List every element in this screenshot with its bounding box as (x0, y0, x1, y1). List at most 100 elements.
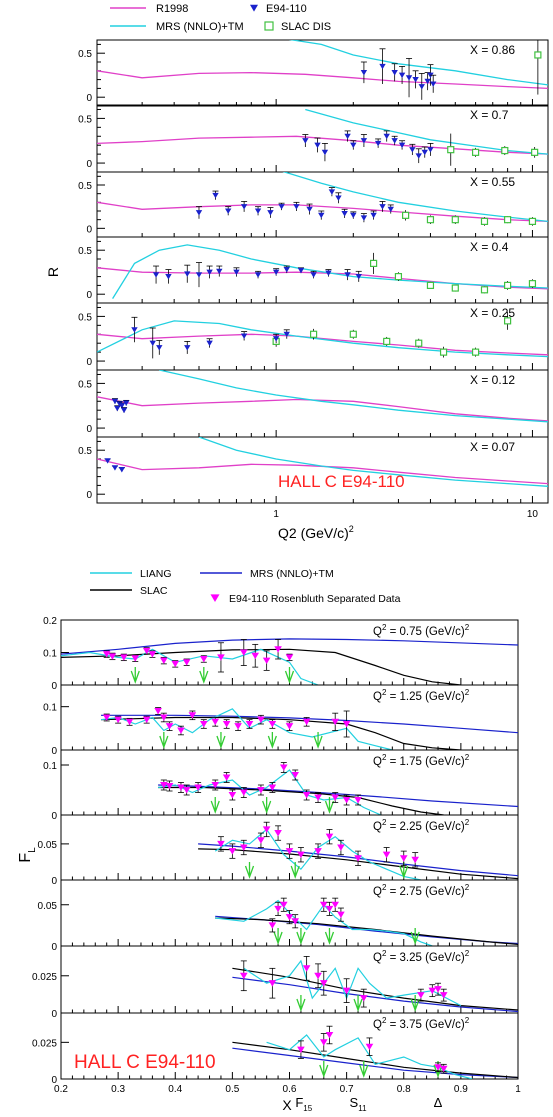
data-point (285, 723, 294, 730)
e94-point (350, 142, 357, 149)
slac-point (531, 148, 539, 156)
r1998-curve (97, 70, 548, 90)
data-point (342, 987, 351, 995)
resonance-arrow (216, 732, 226, 749)
y-tick-label: 0 (86, 224, 92, 235)
x-tick-label: 0.9 (454, 1084, 468, 1095)
data-point (182, 659, 191, 666)
experiment-label: HALL C E94-110 (74, 1052, 216, 1073)
data-point (331, 901, 339, 909)
panel-2: 0 0.5 X = 0.7 (78, 104, 549, 173)
slac-point (349, 330, 357, 338)
data-point (125, 718, 134, 726)
r1998-curve (97, 333, 548, 356)
resonance-arrow (159, 732, 169, 749)
data-point (222, 774, 231, 781)
y-tick-label: 0.5 (78, 49, 92, 60)
data-point (439, 1065, 448, 1073)
slac-point (451, 284, 459, 292)
slac-point (426, 216, 435, 224)
data-point (285, 848, 294, 855)
y-axis-label-sub: L (27, 847, 38, 853)
data-point (108, 653, 117, 660)
resonance-arrow (284, 667, 295, 684)
x-axis-label: Q2 (GeV/c)2 (278, 524, 354, 541)
q2-unit-sup: 2 (465, 1016, 470, 1025)
mrs-curve (198, 437, 548, 487)
panel-q2-label: Q2 = 2.75 (GeV/c)2 (373, 883, 470, 898)
resonance-arrow (324, 928, 335, 945)
slac-point (504, 216, 512, 224)
legend-label: MRS (NNLO)+TM (250, 568, 334, 580)
r1998-curve (97, 396, 548, 422)
legend-swatch (210, 594, 220, 603)
y-tick-label: 0.5 (78, 181, 92, 192)
x-tick-label: 0.3 (111, 1084, 125, 1095)
slac-point (394, 273, 403, 281)
legend-label: E94-110 (266, 3, 307, 15)
e94-point (306, 206, 313, 213)
slac-point (402, 211, 410, 219)
data-point (251, 652, 260, 660)
q2-value: = 1.75 (GeV/c) (386, 756, 464, 768)
q2-symbol: Q (373, 691, 382, 703)
data-point (142, 716, 151, 724)
data-point (279, 901, 288, 909)
panel-label: X = 0.12 (470, 373, 515, 387)
q2-symbol: Q (373, 626, 382, 638)
e94-point (165, 274, 172, 280)
e94-point (216, 268, 223, 275)
mrs-curve (232, 1047, 518, 1079)
e94-point (195, 272, 203, 278)
x-tick-label: 0.6 (283, 1084, 297, 1095)
x-tick-label: 0.4 (168, 1084, 182, 1095)
data-point (337, 844, 345, 851)
resonance-arrow (313, 732, 323, 749)
e94-point (310, 272, 317, 278)
fl-vs-x-chart: LIANG MRS (NNLO)+TM SLAC E94-110 Rosenbluth… (17, 568, 521, 1113)
resonance-arrow (130, 667, 140, 684)
legend-label: R1998 (156, 3, 188, 15)
resonance-name: Δ (434, 1095, 443, 1110)
e94-point (149, 340, 156, 347)
q2-sup: 2 (382, 623, 387, 632)
data-point (382, 851, 391, 859)
data-point (314, 972, 322, 980)
data-point (102, 651, 111, 658)
panel-5: 0 0.5 X = 0.25 (78, 302, 549, 371)
panel-label: X = 0.7 (470, 108, 509, 122)
q2-symbol: Q (373, 756, 382, 768)
q2-value: = 3.75 (GeV/c) (386, 1019, 464, 1031)
q2-unit-sup: 2 (465, 753, 470, 762)
data-point (228, 848, 237, 855)
e94-point (360, 215, 368, 221)
slac-point (451, 216, 459, 224)
resonance-arrow (210, 797, 220, 814)
data-point (268, 784, 277, 791)
y-tick-label: 0.05 (38, 901, 58, 912)
liang-curve (243, 959, 462, 1007)
resonance-label: F15 (295, 1095, 312, 1113)
q2-symbol: Q (373, 886, 382, 898)
panel-4: 0 0.5 X = 0.4 (78, 236, 549, 304)
r1998-curve (97, 135, 548, 155)
data-point (217, 840, 225, 848)
e94-point (123, 400, 130, 406)
panel-label: X = 0.55 (470, 175, 515, 189)
resonance-arrow (319, 1061, 329, 1078)
y-tick-label: 0.2 (43, 616, 57, 627)
data-point (245, 720, 254, 728)
resonance-sub: 15 (303, 1104, 312, 1113)
data-point (302, 965, 311, 972)
e94-point (120, 407, 128, 414)
e94-point (430, 81, 437, 87)
resonance-name: S (350, 1095, 359, 1110)
data-point (228, 791, 237, 799)
e94-point (240, 204, 248, 210)
e94-point (398, 142, 406, 149)
resonance-arrow (290, 862, 300, 879)
legend-label: E94-110 Rosenbluth Separated Data (229, 593, 401, 605)
y-tick-label: 0 (51, 746, 57, 757)
